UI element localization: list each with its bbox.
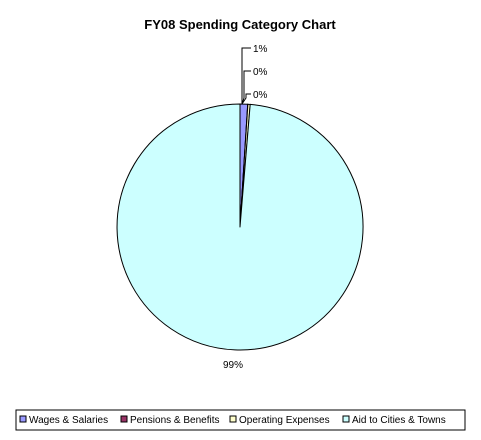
leader-line-operating-expenses: [241, 93, 251, 105]
legend-box: [15, 409, 466, 431]
legend-swatch-wages-and-salaries: [19, 415, 27, 423]
pie-slice-aid-to-cities-and-towns: [116, 103, 364, 351]
legend-swatch-pensions-and-benefits: [120, 415, 128, 423]
leader-line-wages-and-salaries: [241, 47, 251, 104]
legend: Wages & Salaries Pensions & Benefits Opera…: [15, 409, 466, 431]
pie: [116, 103, 364, 351]
chart-title: FY08 Spending Category Chart: [144, 17, 336, 32]
pct-label-wages-and-salaries: 1%: [253, 44, 268, 55]
pct-label-operating-expenses: 0%: [253, 90, 268, 101]
legend-label-aid-to-cities-and-towns: Aid to Cities & Towns: [352, 415, 446, 426]
pct-label-aid-to-cities-and-towns: 99%: [223, 360, 243, 371]
legend-label-operating-expenses: Operating Expenses: [239, 415, 330, 426]
legend-label-pensions-and-benefits: Pensions & Benefits: [130, 415, 220, 426]
leader-line-pensions-and-benefits: [241, 70, 251, 105]
legend-label-wages-and-salaries: Wages & Salaries: [29, 415, 108, 426]
legend-swatch-aid-to-cities-and-towns: [342, 415, 350, 423]
slice-labels: 1% 0% 0% 99%: [223, 44, 268, 371]
legend-swatch-operating-expenses: [229, 415, 237, 423]
pct-label-pensions-and-benefits: 0%: [253, 67, 268, 78]
